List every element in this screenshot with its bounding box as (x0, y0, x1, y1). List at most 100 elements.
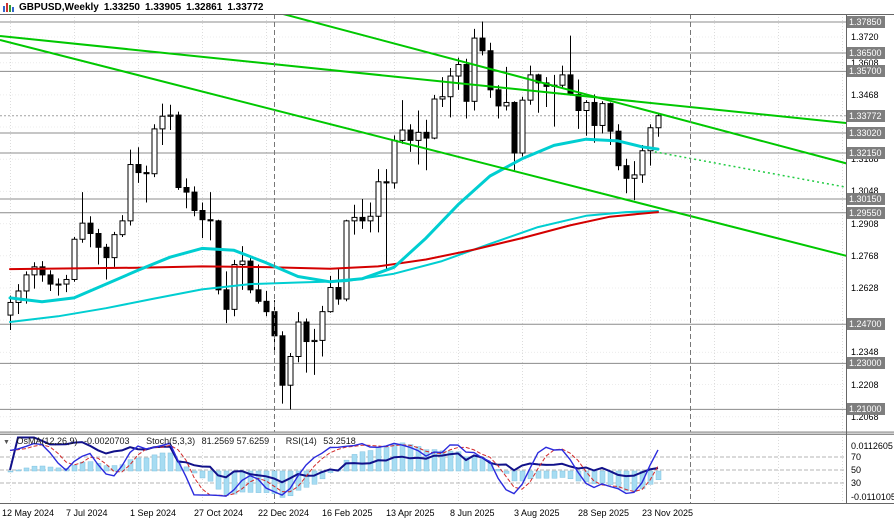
candle (367, 202, 374, 233)
price-tick-label: 1.3188 (851, 154, 879, 165)
candle (71, 236, 78, 282)
candle (647, 124, 654, 166)
date-label: 7 Jul 2024 (66, 508, 108, 518)
candle (391, 135, 398, 189)
candle (175, 111, 182, 190)
candle (279, 331, 286, 404)
candle (79, 192, 86, 243)
candle (207, 192, 214, 241)
candle (159, 103, 166, 145)
candle (143, 165, 150, 203)
candle (87, 216, 94, 248)
candle (311, 328, 318, 375)
ohlc-close: 1.33772 (227, 1, 264, 13)
candle (591, 94, 598, 143)
price-level-badge: 1.30150 (847, 193, 885, 205)
symbol-period-label: GBPUSD,Weekly (19, 1, 99, 13)
candle (319, 305, 326, 357)
rsi-label: RSI(14) (285, 436, 317, 446)
candle (551, 74, 558, 127)
rsi-line (9, 436, 659, 484)
candle (247, 255, 254, 294)
date-label: 22 Dec 2024 (258, 508, 310, 518)
candle (191, 186, 198, 217)
price-tick-label: 1.3608 (851, 57, 879, 68)
price-tick-label: 1.2628 (851, 282, 879, 293)
indicator-scale-label: -0.0110105 (851, 492, 894, 502)
candle (471, 28, 478, 111)
descending-trendline-mid[interactable] (230, 0, 894, 176)
price-tick-label: 1.3468 (851, 89, 879, 100)
candle (447, 67, 454, 118)
ma-cyan-fast (8, 137, 660, 304)
candle (23, 271, 30, 304)
candle (455, 57, 462, 90)
candle (199, 202, 206, 239)
price-tick-label: 1.2768 (851, 250, 879, 261)
candle (583, 100, 590, 136)
candle (639, 144, 646, 183)
price-level-badge: 1.35700 (847, 65, 885, 78)
candle (111, 231, 118, 267)
candle (415, 110, 422, 165)
price-level-badge: 1.36500 (847, 47, 885, 60)
candle (39, 261, 46, 282)
price-level-badge: 1.37850 (847, 16, 885, 28)
date-label: 28 Sep 2025 (578, 508, 630, 518)
candle (567, 35, 574, 96)
candle (511, 101, 518, 171)
candle (343, 219, 350, 302)
date-label: 12 May 2024 (2, 508, 55, 518)
indicator-level-label: 50 (851, 465, 862, 475)
candle (359, 199, 366, 229)
descending-trendline-upper[interactable] (0, 35, 894, 128)
osma-label: OsMA(12,26,9) (16, 436, 78, 446)
price-tick-label: 1.2068 (851, 411, 879, 422)
time-axis[interactable]: 12 May 2024 7 Jul 2024 1 Sep 2024 27 Oct 20… (0, 508, 894, 523)
candle (607, 102, 614, 145)
candle (63, 274, 70, 293)
candle (223, 271, 230, 324)
candle (231, 259, 238, 317)
price-tick-label: 1.2348 (851, 347, 879, 358)
candle (167, 104, 174, 131)
candle (119, 215, 126, 237)
candle (263, 290, 270, 317)
ma-red (9, 211, 659, 271)
descending-trendline-lower[interactable] (0, 38, 894, 268)
price-level-badge: 1.32150 (847, 147, 885, 160)
candle (55, 278, 62, 296)
candle (479, 21, 486, 56)
candle (527, 65, 534, 105)
rsi-value: 53.2518 (323, 436, 356, 446)
candle (575, 79, 582, 129)
price-tick-label: 1.2208 (851, 379, 879, 390)
indicator-scale-label: 0.0112605 (851, 441, 893, 451)
candle (103, 243, 110, 280)
ohlc-low: 1.32861 (186, 1, 223, 13)
price-level-badge: 1.23000 (847, 357, 885, 370)
collapse-indicator-icon[interactable]: ▼ (3, 439, 10, 446)
date-label: 16 Feb 2025 (322, 508, 373, 518)
candle (631, 161, 638, 201)
date-label: 13 Apr 2025 (386, 508, 435, 518)
candle (303, 318, 310, 373)
price-tick-label: 1.3720 (851, 31, 879, 42)
date-label: 3 Aug 2025 (514, 508, 560, 518)
price-level-badge: 1.24700 (847, 318, 885, 331)
price-axis[interactable]: 1.3720 1.3608 1.3468 1.3188 1.3048 1.2908 1.27… (847, 0, 894, 524)
candle (407, 124, 414, 152)
date-label: 23 Nov 2025 (642, 508, 694, 518)
descending-trendline-dotted[interactable] (654, 151, 894, 196)
candle (351, 204, 358, 235)
candle (519, 96, 526, 157)
candle (151, 124, 158, 178)
price-tick-label: 1.3048 (851, 186, 879, 197)
date-label: 8 Jun 2025 (450, 508, 495, 518)
stoch-label: Stoch(5,3,3) (146, 436, 196, 446)
price-level-badge: 1.29550 (847, 206, 885, 219)
pane-separator[interactable] (0, 432, 894, 435)
candle (535, 73, 542, 113)
candle (431, 94, 438, 140)
